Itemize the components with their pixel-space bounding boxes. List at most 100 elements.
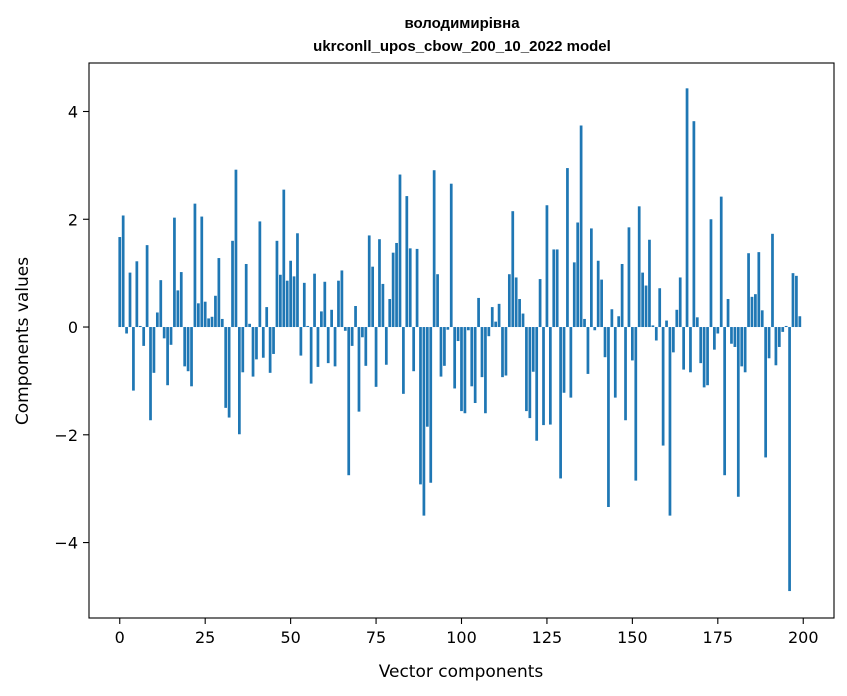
bar-176 xyxy=(719,196,723,328)
bar-197 xyxy=(791,273,795,328)
bar-89 xyxy=(422,327,426,516)
bar-84 xyxy=(405,196,409,328)
bar-155 xyxy=(648,239,651,328)
bar-80 xyxy=(391,252,395,328)
bar-178 xyxy=(726,299,730,328)
bar-87 xyxy=(415,248,419,328)
bar-165 xyxy=(682,327,685,370)
bar-45 xyxy=(272,327,275,354)
bar-136 xyxy=(583,318,586,328)
bar-41 xyxy=(258,221,262,328)
bar-4 xyxy=(132,327,135,391)
bar-163 xyxy=(675,309,679,328)
bar-119 xyxy=(525,327,528,412)
bar-10 xyxy=(152,327,156,373)
bar-33 xyxy=(231,240,234,328)
bar-31 xyxy=(224,327,228,408)
bar-127 xyxy=(552,249,556,328)
bar-173 xyxy=(709,219,713,328)
bar-69 xyxy=(354,306,357,328)
y-tick-label-0: 0 xyxy=(68,318,78,337)
bar-38 xyxy=(248,323,251,328)
bar-37 xyxy=(244,263,248,328)
bar-97 xyxy=(449,183,453,328)
bar-17 xyxy=(176,290,180,328)
bar-2 xyxy=(125,327,128,334)
bar-181 xyxy=(736,327,740,497)
x-tick-label-150: 150 xyxy=(617,628,648,647)
bar-78 xyxy=(384,327,388,365)
bar-40 xyxy=(255,327,258,360)
x-tick-label-50: 50 xyxy=(280,628,300,647)
bar-108 xyxy=(487,327,491,337)
bar-72 xyxy=(364,327,368,366)
bar-194 xyxy=(781,327,785,332)
bar-145 xyxy=(613,327,617,398)
bar-47 xyxy=(279,274,282,328)
bar-22 xyxy=(193,203,197,328)
bar-70 xyxy=(357,327,361,412)
bar-132 xyxy=(569,327,573,398)
bar-56 xyxy=(309,327,313,384)
bar-162 xyxy=(672,327,675,353)
bar-39 xyxy=(251,327,255,377)
bar-95 xyxy=(443,327,446,366)
bar-192 xyxy=(774,327,778,366)
bar-141 xyxy=(600,279,603,328)
bar-85 xyxy=(408,248,412,328)
bar-9 xyxy=(149,327,152,421)
x-tick-label-100: 100 xyxy=(446,628,477,647)
bar-169 xyxy=(695,317,699,328)
bar-63 xyxy=(333,327,337,367)
x-axis-label: Vector components xyxy=(379,662,544,682)
bar-104 xyxy=(473,327,477,404)
bar-111 xyxy=(497,303,501,328)
bar-67 xyxy=(347,327,351,476)
bar-189 xyxy=(764,327,768,458)
bar-164 xyxy=(678,277,682,328)
bar-28 xyxy=(214,295,217,328)
bar-193 xyxy=(777,327,781,347)
bar-121 xyxy=(531,327,535,372)
bar-182 xyxy=(740,327,744,367)
bar-167 xyxy=(689,327,692,373)
bar-172 xyxy=(706,327,709,386)
bar-54 xyxy=(302,282,306,328)
bar-26 xyxy=(207,318,210,328)
bar-86 xyxy=(412,327,416,372)
bar-74 xyxy=(371,266,375,328)
bar-81 xyxy=(395,242,398,328)
bar-174 xyxy=(713,327,716,350)
bar-35 xyxy=(238,327,241,435)
bar-24 xyxy=(200,216,204,328)
bar-110 xyxy=(494,321,498,328)
bar-57 xyxy=(313,273,316,328)
bar-60 xyxy=(323,281,327,328)
bar-61 xyxy=(326,327,330,364)
bar-18 xyxy=(179,272,183,328)
bar-124 xyxy=(542,327,545,426)
bar-129 xyxy=(559,327,562,479)
bar-51 xyxy=(292,276,296,328)
bar-88 xyxy=(419,327,422,485)
bar-83 xyxy=(402,327,405,394)
bar-20 xyxy=(186,327,190,372)
bar-125 xyxy=(545,205,549,328)
bar-131 xyxy=(566,168,569,328)
bar-117 xyxy=(518,299,521,328)
bar-46 xyxy=(275,240,279,328)
bar-135 xyxy=(579,125,583,328)
bar-158 xyxy=(658,288,662,328)
bar-179 xyxy=(730,327,733,344)
bar-68 xyxy=(350,327,354,346)
bar-99 xyxy=(456,327,460,342)
x-tick-label-25: 25 xyxy=(195,628,215,647)
bar-199 xyxy=(798,316,802,328)
bar-90 xyxy=(425,327,429,427)
x-tick-label-125: 125 xyxy=(532,628,563,647)
bar-59 xyxy=(320,311,323,328)
bar-5 xyxy=(135,261,139,328)
bar-196 xyxy=(788,327,791,592)
x-axis-ticks: 0 25 50 75 100 125 150 175 200 xyxy=(115,618,819,647)
